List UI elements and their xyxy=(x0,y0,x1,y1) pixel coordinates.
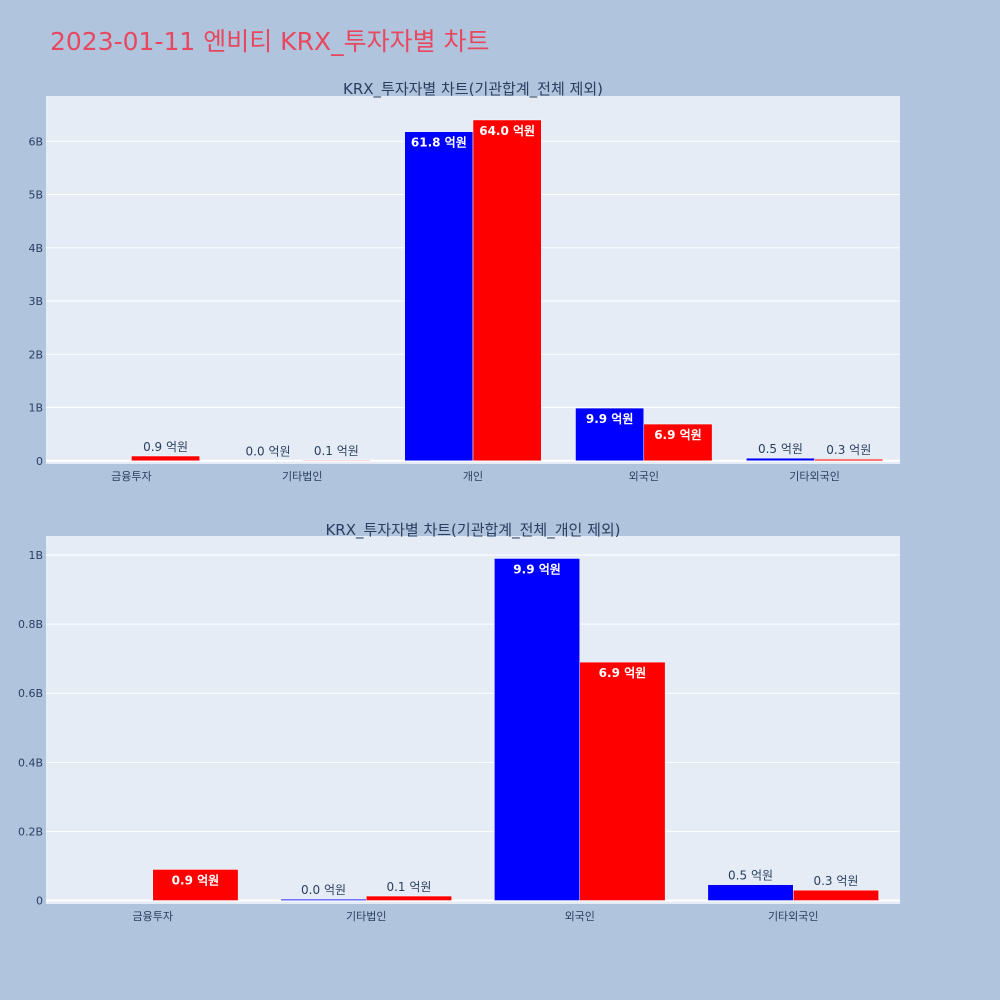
chart-investor-trading-excluding-institutions: 0 1B 2B 3B 4B 5B 6B KRX_투자자별 차트(기관합계_전체 제외) 금융투자… xyxy=(28,80,900,483)
x-tick-label: 외국인 xyxy=(629,470,659,483)
bar xyxy=(494,558,581,901)
bar xyxy=(643,423,713,462)
data-label: 0.9 억원 xyxy=(172,873,220,887)
x-tick-label: 기타외국인 xyxy=(789,470,840,483)
x-tick-label: 기타외국인 xyxy=(768,910,819,923)
y-tick-label: 0.4B xyxy=(18,756,43,769)
y-tick-label: 0.8B xyxy=(18,618,43,631)
data-label: 61.8 억원 xyxy=(411,136,467,150)
y-tick-label: 4B xyxy=(28,242,43,255)
bar xyxy=(301,459,371,462)
bar xyxy=(366,895,452,901)
data-label: 9.9 억원 xyxy=(513,562,561,576)
chart-title: KRX_투자자별 차트(기관합계_전체 제외) xyxy=(343,80,603,99)
page-title: 2023-01-11 엔비티 KRX_투자자별 차트 xyxy=(50,27,490,56)
data-label: 6.9 억원 xyxy=(654,428,702,442)
data-label: 0.3 억원 xyxy=(826,443,871,457)
x-tick-label: 개인 xyxy=(463,470,483,483)
y-tick-label: 0.6B xyxy=(18,687,43,700)
bar xyxy=(280,898,367,901)
data-label: 64.0 억원 xyxy=(479,124,535,138)
bar xyxy=(575,407,645,462)
data-label: 6.9 억원 xyxy=(599,666,647,680)
data-label: 0.9 억원 xyxy=(143,440,188,454)
data-label: 0.3 억원 xyxy=(813,874,858,888)
bar xyxy=(152,869,239,901)
data-label: 0.0 억원 xyxy=(301,883,346,897)
bar xyxy=(579,661,666,901)
y-tick-label: 5B xyxy=(28,189,43,202)
data-label: 0.5 억원 xyxy=(728,869,773,883)
bar xyxy=(707,884,794,901)
y-tick-label: 0.2B xyxy=(18,825,43,838)
x-tick-label: 외국인 xyxy=(565,910,595,923)
x-tick-label: 금융투자 xyxy=(133,910,173,923)
y-tick-label: 3B xyxy=(28,295,43,308)
chart-investor-trading-excluding-institutions-and-individuals: 0 0.2B 0.4B 0.6B 0.8B 1B KRX_투자자별 차트(기관합계_전체_개… xyxy=(18,521,900,923)
y-tick-label: 6B xyxy=(28,135,43,148)
data-label: 0.5 억원 xyxy=(758,442,803,456)
bar xyxy=(814,458,884,462)
x-tick-label: 금융투자 xyxy=(111,470,151,483)
bar xyxy=(746,457,815,462)
bar xyxy=(472,119,542,462)
plot-area xyxy=(46,536,900,904)
x-tick-label: 기타법인 xyxy=(282,470,322,483)
x-tick-label: 기타법인 xyxy=(346,910,386,923)
data-label: 0.1 억원 xyxy=(386,880,431,894)
y-tick-label: 1B xyxy=(28,549,43,562)
bar xyxy=(131,455,200,462)
chart-title: KRX_투자자별 차트(기관합계_전체_개인 제외) xyxy=(325,521,620,540)
y-tick-label: 0 xyxy=(36,455,43,468)
bar xyxy=(404,131,474,462)
y-tick-label: 0 xyxy=(36,895,43,908)
bar xyxy=(793,889,879,901)
data-label: 0.1 억원 xyxy=(314,444,359,458)
y-tick-label: 2B xyxy=(28,348,43,361)
y-tick-label: 1B xyxy=(28,402,43,415)
data-label: 9.9 억원 xyxy=(586,412,634,426)
data-label: 0.0 억원 xyxy=(246,445,291,459)
